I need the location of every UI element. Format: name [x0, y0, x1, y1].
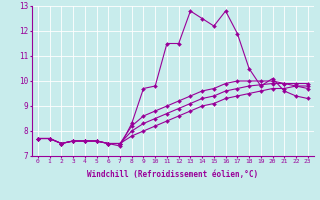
X-axis label: Windchill (Refroidissement éolien,°C): Windchill (Refroidissement éolien,°C) [87, 170, 258, 179]
